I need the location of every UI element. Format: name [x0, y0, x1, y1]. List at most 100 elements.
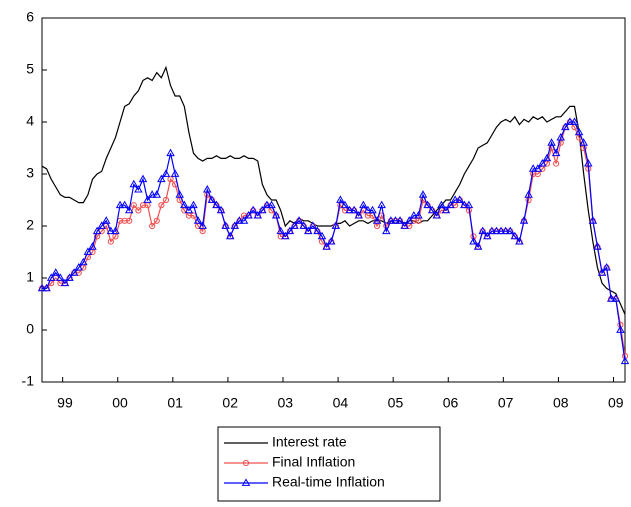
point	[149, 222, 156, 230]
point	[345, 205, 354, 214]
point	[281, 231, 290, 240]
point	[138, 174, 148, 183]
series-line	[41, 65, 626, 315]
point	[455, 195, 464, 203]
point	[616, 325, 625, 333]
legend-marker	[241, 478, 251, 486]
point	[528, 164, 538, 172]
point	[290, 221, 299, 229]
point	[276, 226, 285, 235]
point	[267, 200, 276, 209]
point	[620, 356, 630, 365]
point	[143, 195, 152, 203]
point	[153, 217, 160, 224]
point	[120, 200, 129, 209]
point	[579, 138, 588, 146]
point	[382, 226, 391, 235]
point	[46, 273, 56, 281]
point	[285, 226, 295, 235]
point	[336, 195, 345, 203]
point	[409, 210, 419, 219]
x-tick-label: 02	[222, 395, 238, 411]
point	[391, 216, 400, 224]
point	[570, 117, 579, 125]
point	[216, 205, 226, 214]
point	[473, 242, 483, 250]
point	[561, 122, 570, 131]
point	[294, 216, 304, 224]
point	[427, 205, 437, 214]
y-tick-label: 4	[26, 113, 34, 129]
point	[198, 221, 207, 229]
point	[510, 231, 520, 240]
point	[414, 210, 423, 219]
point	[167, 176, 174, 183]
point	[597, 268, 607, 276]
point	[166, 148, 175, 157]
x-tick-label: 99	[57, 395, 73, 411]
point	[248, 205, 258, 214]
point	[97, 221, 106, 229]
point	[505, 226, 515, 235]
point	[193, 216, 203, 224]
point	[130, 202, 137, 209]
point	[611, 294, 621, 302]
point	[469, 236, 478, 245]
point	[377, 200, 386, 209]
point	[326, 236, 336, 245]
legend-label: Real-time Inflation	[272, 474, 385, 490]
legend-label: Final Inflation	[272, 454, 355, 470]
point	[207, 195, 217, 203]
point	[253, 210, 263, 219]
y-tick-label: 1	[26, 269, 34, 285]
point	[158, 202, 165, 209]
point	[262, 200, 272, 209]
point	[162, 196, 170, 204]
point	[180, 200, 189, 209]
x-tick-label: 09	[608, 395, 624, 411]
point	[203, 184, 212, 193]
legend-label: Interest rate	[272, 434, 347, 450]
point	[542, 153, 552, 162]
point	[464, 200, 474, 209]
point	[135, 207, 142, 214]
point	[359, 200, 368, 209]
point	[322, 242, 331, 250]
point	[606, 294, 616, 302]
point	[124, 205, 134, 214]
plot-frame	[41, 17, 626, 383]
point	[79, 257, 88, 266]
point	[212, 200, 221, 209]
point	[42, 283, 51, 292]
x-tick-label: 05	[388, 395, 404, 411]
point	[83, 247, 93, 255]
point	[37, 283, 47, 292]
point	[111, 226, 120, 235]
point	[460, 200, 469, 209]
point	[354, 210, 364, 219]
point	[349, 205, 359, 214]
point	[126, 217, 133, 224]
point	[134, 184, 143, 193]
point	[496, 226, 506, 235]
point	[230, 221, 240, 229]
point	[446, 200, 455, 209]
point	[244, 210, 253, 219]
point	[538, 158, 547, 167]
series-line	[42, 121, 626, 357]
point	[184, 205, 194, 214]
y-tick-label: 2	[26, 217, 34, 233]
x-tick-label: 00	[112, 395, 128, 411]
point	[395, 216, 405, 224]
point	[313, 226, 322, 235]
point	[157, 174, 166, 183]
point	[340, 200, 350, 209]
point	[492, 226, 501, 235]
point	[487, 226, 497, 235]
point	[239, 216, 249, 224]
point	[139, 202, 147, 209]
point	[317, 231, 327, 240]
point	[478, 226, 487, 235]
point	[147, 190, 157, 198]
